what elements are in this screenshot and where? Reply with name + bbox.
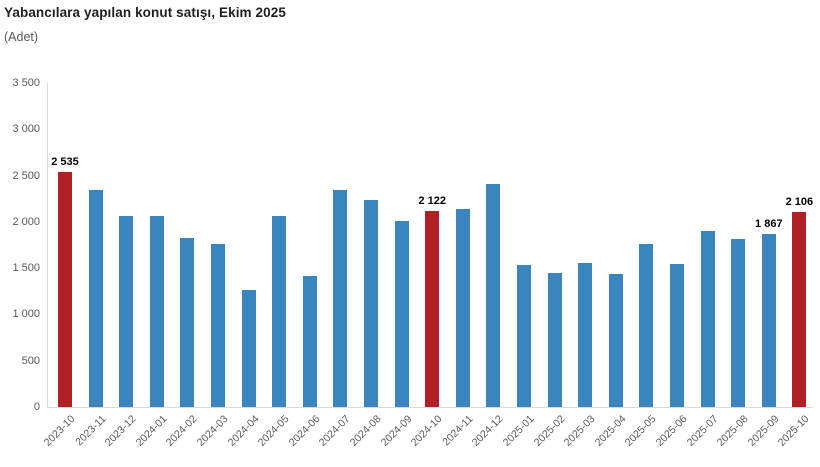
y-tick-label: 1 500: [12, 262, 40, 275]
bar-2024-10: [425, 211, 440, 407]
y-tick-label: 2 000: [12, 215, 40, 228]
y-tick-label: 1 000: [12, 308, 40, 321]
bar-2023-10: [58, 172, 72, 407]
bar-2025-01: [517, 265, 531, 407]
bar-2024-09: [394, 221, 409, 407]
bar-2025-05: [639, 244, 654, 407]
bar-2024-03: [211, 244, 225, 407]
bar-2025-02: [547, 273, 562, 407]
bar-2024-12: [486, 184, 501, 407]
bar-2024-11: [455, 209, 470, 407]
bar-2024-07: [333, 190, 348, 407]
bar-value-label: 2 106: [785, 196, 814, 208]
bar-value-label: 2 535: [51, 156, 79, 168]
bar-2024-06: [302, 276, 317, 407]
bar-2024-08: [364, 200, 378, 407]
bar-2025-04: [608, 274, 623, 407]
y-tick-label: 3 000: [12, 123, 40, 136]
chart-subtitle: (Adet): [4, 30, 39, 44]
y-tick-label: 2 500: [12, 169, 40, 182]
bar-2025-10: [792, 212, 807, 407]
y-tick-label: 3 500: [12, 77, 40, 89]
bar-2024-01: [149, 216, 164, 407]
y-tick-label: 500: [21, 354, 40, 367]
bar-2025-07: [700, 231, 715, 407]
bar-2023-12: [119, 216, 134, 407]
bar-2025-08: [731, 239, 746, 407]
bar-value-label: 2 122: [418, 195, 446, 207]
y-axis-line: [47, 83, 48, 407]
chart-title: Yabancılara yapılan konut satışı, Ekim 2…: [4, 5, 286, 20]
bar-2025-03: [578, 263, 593, 407]
y-tick-label: 0: [33, 401, 40, 413]
bar-2025-09: [761, 234, 776, 407]
bar-2024-02: [180, 238, 195, 407]
bar-2024-04: [241, 290, 256, 407]
x-axis-line: [47, 407, 813, 408]
bar-2025-06: [670, 264, 684, 407]
bar-value-label: 1 867: [755, 218, 783, 230]
bar-2024-05: [272, 216, 287, 407]
bar-2023-11: [88, 190, 103, 407]
